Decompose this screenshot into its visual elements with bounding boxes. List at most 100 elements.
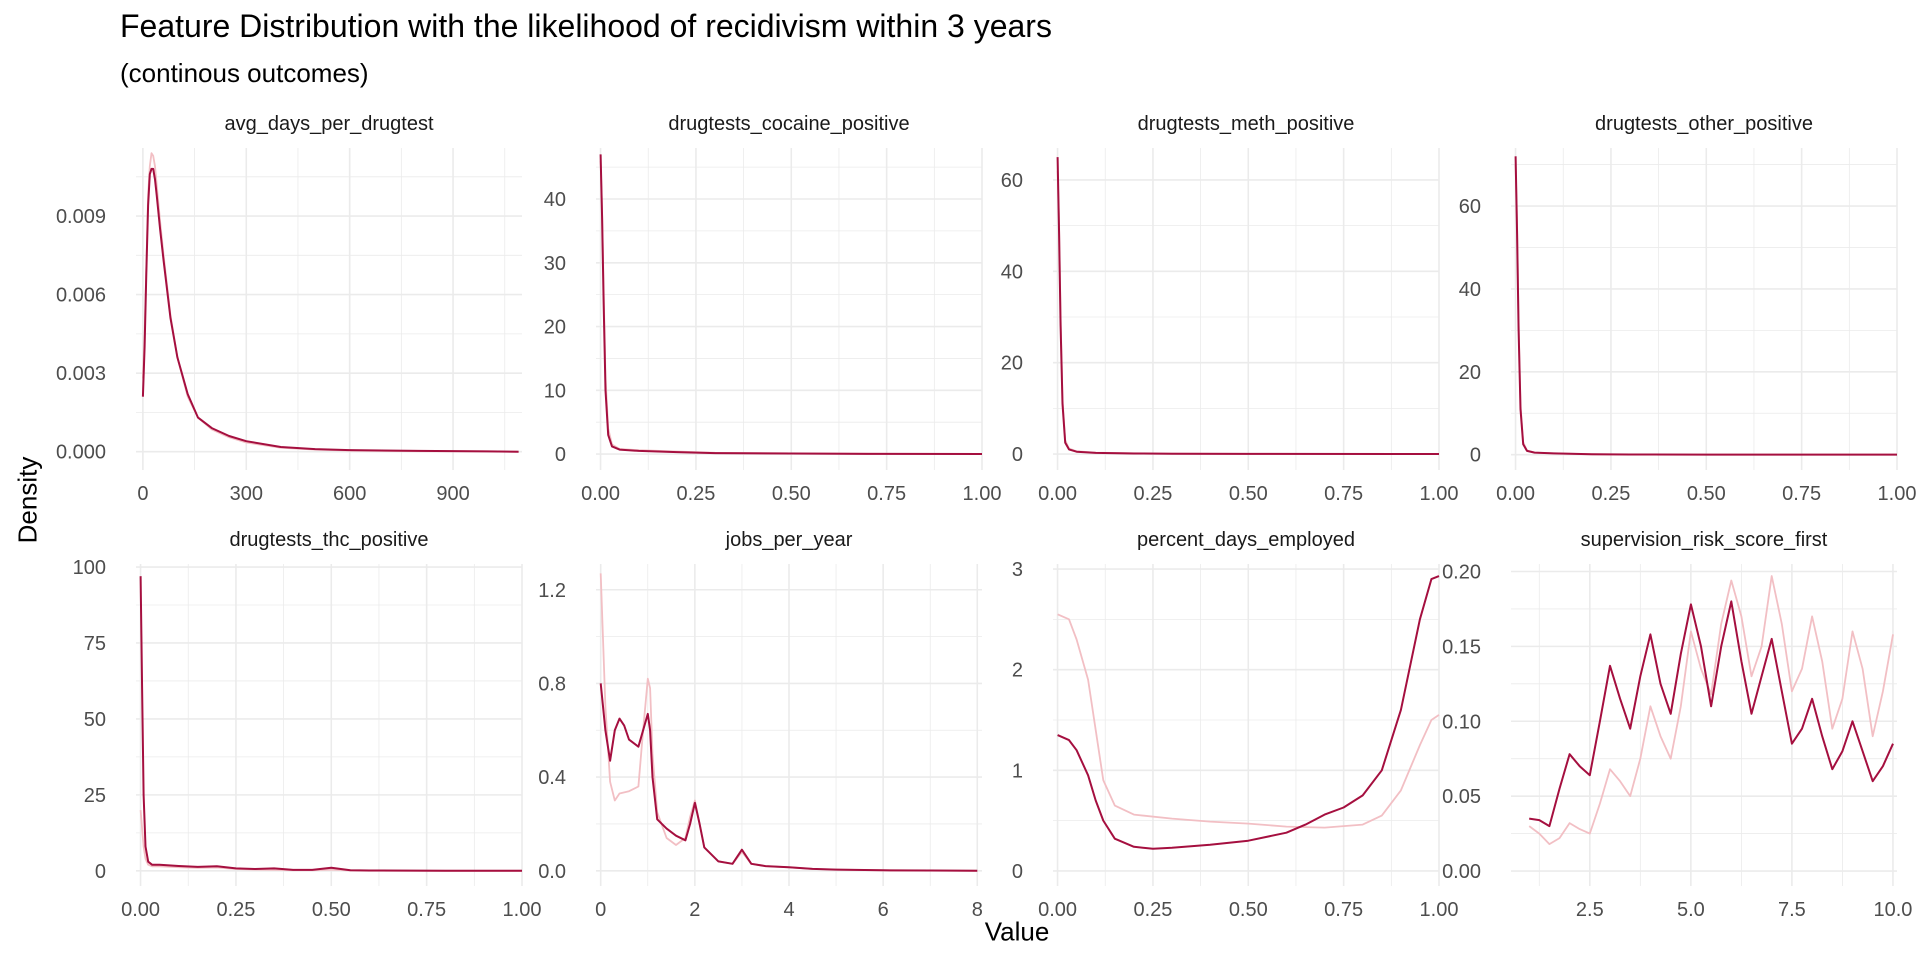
facet-panel: jobs_per_year 0 2 4 6 8 0.0 0.4 0.8 1.2 xyxy=(538,529,983,921)
y-tick-label: 0 xyxy=(1470,445,1481,467)
y-tick-label: 0.000 xyxy=(56,442,106,464)
x-tick-label: 0.25 xyxy=(1133,899,1172,921)
x-tick-label: 0 xyxy=(137,483,148,505)
facet-panel: drugtests_cocaine_positive 0.00 0.25 0.50 0.… xyxy=(544,113,1002,505)
y-tick-label: 100 xyxy=(73,557,106,579)
density-line-dark xyxy=(1529,600,1894,828)
y-tick-label: 3 xyxy=(1012,559,1023,581)
x-tick-label: 0.75 xyxy=(407,899,446,921)
x-tick-label: 7.5 xyxy=(1778,899,1806,921)
x-tick-label: 0.25 xyxy=(1591,483,1630,505)
x-tick-label: 1.00 xyxy=(503,899,542,921)
facet-panel: drugtests_other_positive 0.00 0.25 0.50 0.75… xyxy=(1459,113,1917,505)
density-line-dark xyxy=(599,683,978,872)
x-tick-label: 0.25 xyxy=(676,483,715,505)
y-tick-label: 0 xyxy=(1012,444,1023,466)
density-line-light xyxy=(142,152,519,453)
y-tick-label: 0.15 xyxy=(1442,636,1481,658)
x-tick-label: 8 xyxy=(972,899,983,921)
facet-panel: drugtests_meth_positive 0.00 0.25 0.50 0.75 1… xyxy=(1001,113,1459,505)
y-tick-label: 0.0 xyxy=(538,861,566,883)
x-tick-label: 0.50 xyxy=(772,483,811,505)
x-tick-label: 4 xyxy=(783,899,794,921)
y-tick-label: 2 xyxy=(1012,660,1023,682)
x-tick-label: 0.25 xyxy=(1133,483,1172,505)
facet-strip-label: drugtests_thc_positive xyxy=(229,529,428,551)
x-tick-label: 0.25 xyxy=(216,899,255,921)
y-tick-label: 0 xyxy=(555,444,566,466)
y-tick-label: 20 xyxy=(544,317,566,339)
x-tick-label: 6 xyxy=(878,899,889,921)
chart-subtitle: (continous outcomes) xyxy=(120,58,369,88)
density-line-dark xyxy=(1057,575,1440,850)
x-tick-label: 0.50 xyxy=(312,899,351,921)
x-tick-label: 0.75 xyxy=(1782,483,1821,505)
facet-strip-label: drugtests_meth_positive xyxy=(1138,113,1355,135)
x-tick-label: 2 xyxy=(689,899,700,921)
x-axis-label: Value xyxy=(984,916,1050,947)
y-tick-label: 0.00 xyxy=(1442,861,1481,883)
density-line-light xyxy=(1528,575,1894,845)
x-tick-label: 2.5 xyxy=(1576,899,1604,921)
y-tick-label: 75 xyxy=(84,633,106,655)
y-tick-label: 0.8 xyxy=(538,673,566,695)
y-tick-label: 60 xyxy=(1001,170,1023,192)
x-tick-label: 1.00 xyxy=(1420,483,1459,505)
x-tick-label: 0.00 xyxy=(581,483,620,505)
y-tick-label: 0.006 xyxy=(56,285,106,307)
x-tick-label: 0.50 xyxy=(1229,899,1268,921)
y-tick-label: 1.2 xyxy=(538,580,566,602)
y-tick-label: 0.05 xyxy=(1442,786,1481,808)
y-tick-label: 0 xyxy=(95,861,106,883)
y-tick-label: 20 xyxy=(1459,362,1481,384)
x-tick-label: 0.00 xyxy=(1038,483,1077,505)
x-tick-label: 900 xyxy=(436,483,469,505)
density-line-light xyxy=(1057,613,1440,829)
x-tick-label: 1.00 xyxy=(963,483,1002,505)
x-tick-label: 0 xyxy=(595,899,606,921)
facet-panel: avg_days_per_drugtest 0 300 600 900 0.000 0.00… xyxy=(56,113,522,505)
x-tick-label: 0.75 xyxy=(867,483,906,505)
x-tick-label: 0.00 xyxy=(1038,899,1077,921)
density-line-dark xyxy=(139,576,522,872)
facet-strip-label: drugtests_other_positive xyxy=(1595,113,1813,135)
y-tick-label: 50 xyxy=(84,709,106,731)
x-tick-label: 0.00 xyxy=(1496,483,1535,505)
x-tick-label: 600 xyxy=(333,483,366,505)
x-tick-label: 10.0 xyxy=(1873,899,1912,921)
y-tick-label: 0.003 xyxy=(56,363,106,385)
x-tick-label: 1.00 xyxy=(1878,483,1917,505)
y-tick-label: 40 xyxy=(544,189,566,211)
facet-panel: percent_days_employed 0.00 0.25 0.50 0.75 1.0… xyxy=(1012,529,1459,921)
y-tick-label: 30 xyxy=(544,253,566,275)
density-line-dark xyxy=(1056,157,1440,455)
y-tick-label: 25 xyxy=(84,785,106,807)
y-tick-label: 0.10 xyxy=(1442,711,1481,733)
y-tick-label: 40 xyxy=(1001,261,1023,283)
facet-panel: supervision_risk_score_first 2.5 5.0 7.5 10.… xyxy=(1442,529,1912,921)
x-tick-label: 0.75 xyxy=(1324,483,1363,505)
facet-strip-label: drugtests_cocaine_positive xyxy=(668,113,909,135)
density-line-dark xyxy=(599,154,983,455)
x-tick-label: 0.00 xyxy=(121,899,160,921)
x-tick-label: 5.0 xyxy=(1677,899,1705,921)
x-tick-label: 1.00 xyxy=(1420,899,1459,921)
facet-strip-label: avg_days_per_drugtest xyxy=(224,113,433,135)
x-tick-label: 0.50 xyxy=(1229,483,1268,505)
x-tick-label: 300 xyxy=(230,483,263,505)
x-tick-label: 0.75 xyxy=(1324,899,1363,921)
y-tick-label: 0 xyxy=(1012,861,1023,883)
y-tick-label: 20 xyxy=(1001,353,1023,375)
facet-strip-label: jobs_per_year xyxy=(725,529,853,551)
y-tick-label: 0.20 xyxy=(1442,561,1481,583)
chart-title: Feature Distribution with the likelihood… xyxy=(120,8,1052,44)
y-tick-label: 60 xyxy=(1459,196,1481,218)
y-tick-label: 10 xyxy=(544,380,566,402)
x-tick-label: 0.50 xyxy=(1687,483,1726,505)
y-tick-label: 0.4 xyxy=(538,767,566,789)
facet-panel: drugtests_thc_positive 0.00 0.25 0.50 0.75 1.… xyxy=(73,529,542,921)
density-line-dark xyxy=(1514,156,1897,456)
density-line-dark xyxy=(141,167,519,453)
facet-strip-label: percent_days_employed xyxy=(1137,529,1355,551)
